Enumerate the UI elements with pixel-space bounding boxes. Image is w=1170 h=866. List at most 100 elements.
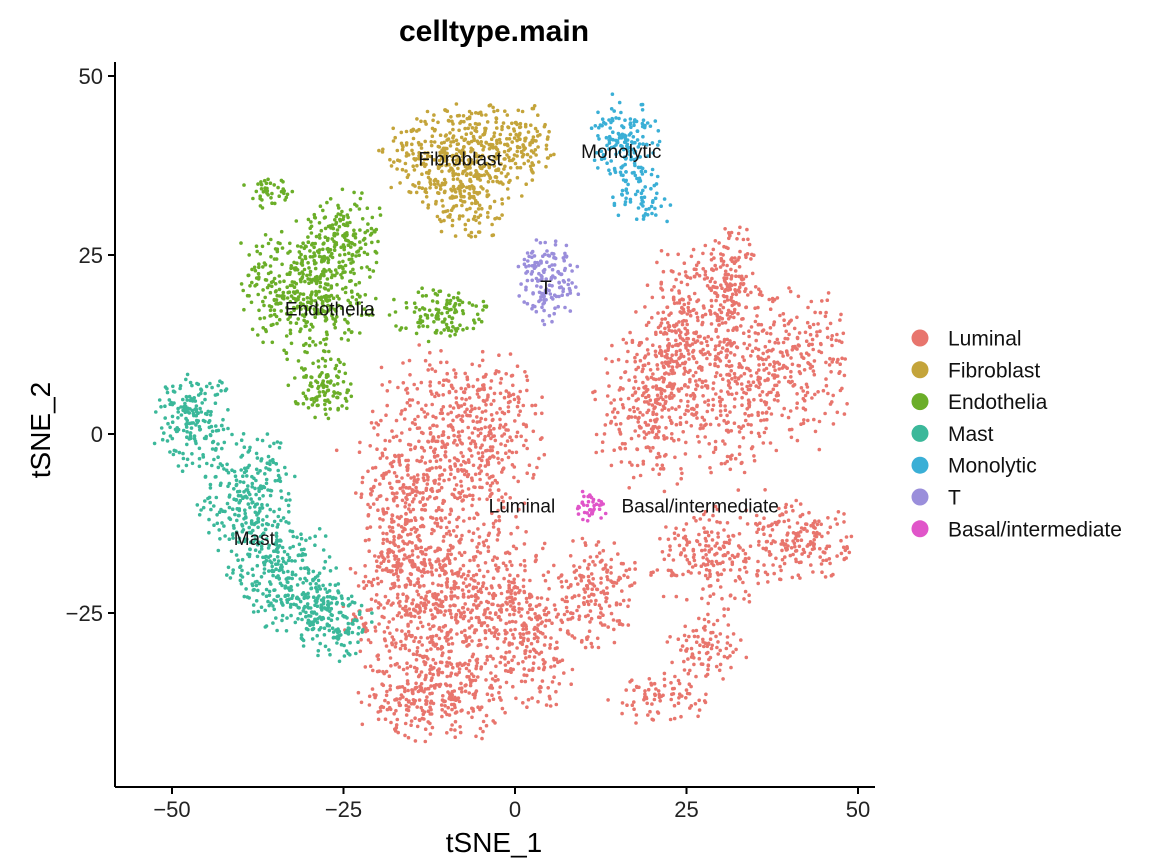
data-point — [449, 472, 453, 477]
data-point — [294, 321, 299, 326]
data-point — [805, 390, 810, 395]
data-point — [493, 438, 498, 443]
data-point — [380, 614, 385, 619]
data-point — [587, 629, 592, 633]
data-point — [348, 566, 353, 571]
data-point — [354, 491, 358, 495]
data-point — [417, 533, 421, 538]
data-point — [795, 336, 800, 341]
data-point — [667, 342, 671, 346]
data-point — [393, 454, 398, 459]
data-point — [643, 689, 647, 693]
data-point — [726, 328, 730, 333]
data-point — [459, 681, 463, 686]
data-point — [474, 572, 479, 577]
data-point — [649, 375, 654, 380]
data-point — [518, 131, 522, 136]
data-point — [481, 719, 486, 724]
data-point — [485, 624, 490, 628]
data-point — [459, 185, 464, 190]
data-point — [691, 629, 695, 633]
data-point — [605, 586, 609, 590]
data-point — [802, 418, 806, 422]
data-point — [379, 418, 383, 423]
data-point — [790, 427, 794, 432]
data-point — [685, 322, 689, 327]
data-point — [526, 697, 531, 702]
data-point — [746, 387, 751, 392]
data-point — [480, 443, 484, 448]
data-point — [525, 378, 530, 383]
data-point — [292, 260, 296, 265]
data-point — [392, 534, 396, 539]
data-point — [722, 545, 726, 549]
data-point — [495, 556, 500, 561]
data-point — [755, 314, 759, 318]
data-point — [795, 406, 799, 410]
data-point — [419, 119, 423, 124]
data-point — [417, 439, 421, 444]
data-point — [433, 394, 437, 399]
data-point — [424, 403, 428, 408]
data-point — [516, 479, 520, 484]
data-point — [677, 543, 682, 548]
data-point — [263, 262, 268, 267]
data-point — [483, 425, 488, 430]
data-point — [700, 314, 705, 318]
data-point — [417, 185, 422, 190]
data-point — [498, 381, 503, 385]
data-point — [289, 294, 294, 298]
data-point — [444, 595, 448, 600]
data-point — [424, 594, 428, 598]
data-point — [434, 185, 439, 190]
data-point — [668, 548, 672, 552]
data-point — [533, 411, 538, 416]
data-point — [499, 655, 504, 659]
data-point — [689, 646, 694, 651]
data-point — [439, 525, 443, 530]
data-point — [407, 699, 411, 703]
data-point — [404, 154, 409, 158]
data-point — [440, 445, 444, 450]
data-point — [351, 267, 355, 272]
data-point — [722, 294, 727, 299]
data-point — [728, 557, 732, 561]
data-point — [682, 668, 687, 672]
data-point — [531, 135, 536, 139]
data-point — [431, 701, 436, 706]
data-point — [484, 615, 489, 620]
data-point — [742, 358, 746, 363]
data-point — [702, 277, 707, 281]
data-point — [743, 289, 747, 294]
data-point — [472, 485, 476, 489]
data-point — [265, 285, 270, 290]
data-point — [704, 651, 709, 656]
data-point — [415, 666, 419, 671]
data-point — [498, 423, 503, 428]
data-point — [463, 371, 468, 376]
data-point — [824, 360, 828, 365]
data-point — [405, 401, 410, 405]
data-point — [755, 572, 759, 577]
data-point — [485, 654, 490, 659]
data-point — [430, 572, 435, 577]
data-point — [655, 260, 659, 265]
data-point — [365, 526, 370, 530]
data-point — [463, 689, 468, 694]
data-point — [695, 404, 699, 409]
data-point — [423, 739, 428, 744]
data-point — [750, 413, 754, 417]
data-point — [702, 699, 707, 703]
data-point — [371, 577, 376, 582]
data-point — [730, 553, 735, 558]
data-point — [586, 566, 590, 571]
data-point — [813, 429, 818, 434]
data-point — [725, 413, 729, 418]
data-point — [576, 604, 581, 609]
data-point — [391, 601, 395, 605]
data-point — [518, 409, 522, 414]
data-point — [489, 413, 494, 417]
data-point — [297, 250, 302, 254]
data-point — [376, 710, 381, 714]
data-point — [593, 397, 597, 402]
